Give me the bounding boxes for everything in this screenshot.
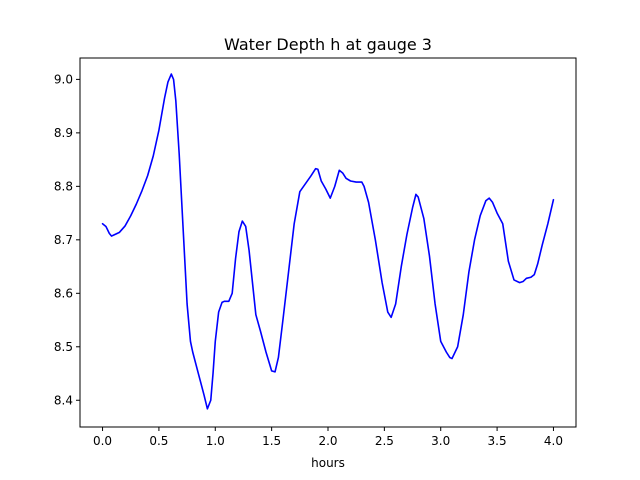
y-tick-label: 8.8 <box>54 179 73 193</box>
x-tick-label: 1.5 <box>262 434 281 448</box>
x-tick-label: 4.0 <box>544 434 563 448</box>
y-tick-label: 8.6 <box>54 286 73 300</box>
x-axis-label: hours <box>311 456 345 470</box>
x-tick-label: 3.5 <box>488 434 507 448</box>
x-tick-label: 0.0 <box>93 434 112 448</box>
x-tick-label: 0.5 <box>149 434 168 448</box>
x-tick-label: 2.0 <box>318 434 337 448</box>
x-tick-label: 1.0 <box>206 434 225 448</box>
series-line-0 <box>101 73 555 410</box>
y-tick-label: 8.7 <box>54 233 73 247</box>
chart-title: Water Depth h at gauge 3 <box>224 35 432 54</box>
y-tick-label: 9.0 <box>54 72 73 86</box>
plot-lines <box>101 73 555 410</box>
y-tick-label: 8.9 <box>54 126 73 140</box>
y-tick-label: 8.4 <box>54 393 73 407</box>
x-tick-label: 3.0 <box>431 434 450 448</box>
y-axis: 8.4 8.5 8.6 8.7 8.8 8.9 9.0 <box>54 72 80 407</box>
x-tick-label: 2.5 <box>375 434 394 448</box>
x-axis: 0.0 0.5 1.0 1.5 2.0 2.5 3.0 3.5 4.0 <box>93 427 563 448</box>
y-tick-label: 8.5 <box>54 340 73 354</box>
